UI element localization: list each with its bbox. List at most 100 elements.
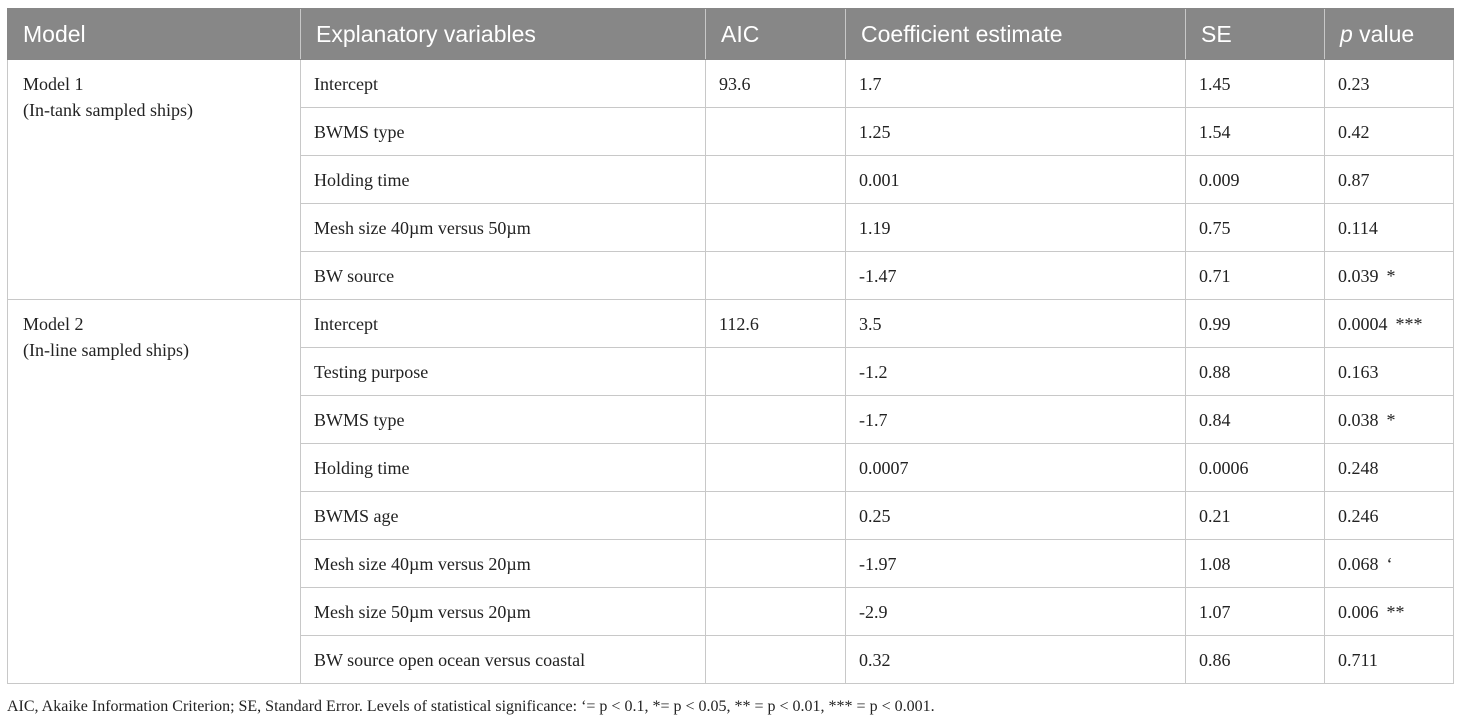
p-value: 0.038	[1338, 409, 1379, 430]
table-row: Model 1 (In-tank sampled ships) Intercept 9…	[7, 59, 1454, 300]
p-value-cell: 0.246	[1324, 491, 1454, 540]
coefficient-cell: 0.0007	[845, 443, 1186, 492]
coefficient-cell: 0.32	[845, 635, 1186, 684]
p-value-cell: 0.068 ‘	[1324, 539, 1454, 588]
aic-cell	[705, 203, 846, 252]
explanatory-variable-cell: Mesh size 40µm versus 20µm	[300, 539, 706, 588]
table-footnote: AIC, Akaike Information Criterion; SE, S…	[7, 698, 935, 715]
coefficient-cell: -2.9	[845, 587, 1186, 636]
p-value-cell: 0.114	[1324, 203, 1454, 252]
model-name: Model 2	[23, 314, 84, 334]
header-se: SE	[1185, 8, 1325, 60]
aic-cell	[705, 539, 846, 588]
se-cell: 0.88	[1185, 347, 1325, 396]
table-body: Model 1 (In-tank sampled ships) Intercept 9…	[7, 59, 1454, 684]
model-label-cell: Model 2 (In-line sampled ships)	[7, 299, 301, 684]
table-row: Model 2 (In-line sampled ships) Intercept 1…	[7, 299, 1454, 684]
p-value: 0.0004	[1338, 313, 1388, 334]
explanatory-variable-cell: Intercept	[300, 299, 706, 348]
aic-cell	[705, 347, 846, 396]
aic-cell	[705, 491, 846, 540]
aic-cell	[705, 443, 846, 492]
aic-cell	[705, 251, 846, 300]
se-cell: 0.0006	[1185, 443, 1325, 492]
explanatory-variable-cell: Mesh size 50µm versus 20µm	[300, 587, 706, 636]
explanatory-variable-cell: Holding time	[300, 443, 706, 492]
p-value-cell: 0.039 *	[1324, 251, 1454, 300]
p-value-cell: 0.163	[1324, 347, 1454, 396]
header-row: Model Explanatory variables AIC Coeffici…	[7, 8, 1454, 60]
table-row: BWMS age 0.25 0.21 0.246	[8, 491, 1454, 540]
p-value-cell: 0.87	[1324, 155, 1454, 204]
model-name: Model 1	[23, 74, 84, 94]
p-value-cell: 0.23	[1324, 59, 1454, 108]
table-row: BW source open ocean versus coastal 0.32 0…	[8, 635, 1454, 684]
p-value: 0.114	[1338, 217, 1378, 238]
significance-marker: **	[1386, 601, 1405, 622]
aic-cell: 112.6	[705, 299, 846, 348]
explanatory-variable-cell: BW source	[300, 251, 706, 300]
coefficient-cell: 1.19	[845, 203, 1186, 252]
p-value-cell: 0.038 *	[1324, 395, 1454, 444]
p-value-cell: 0.0004 ***	[1324, 299, 1454, 348]
aic-cell	[705, 395, 846, 444]
se-cell: 0.21	[1185, 491, 1325, 540]
header-coefficient-estimate: Coefficient estimate	[845, 8, 1186, 60]
p-value: 0.246	[1338, 505, 1379, 526]
coefficient-cell: 3.5	[845, 299, 1186, 348]
coefficient-cell: 1.25	[845, 107, 1186, 156]
model-sampling-description: (In-line sampled ships)	[23, 340, 189, 360]
aic-cell	[705, 107, 846, 156]
aic-cell	[705, 155, 846, 204]
model-sampling-description: (In-tank sampled ships)	[23, 100, 193, 120]
aic-cell	[705, 587, 846, 636]
header-model: Model	[7, 8, 301, 60]
explanatory-variable-cell: Mesh size 40µm versus 50µm	[300, 203, 706, 252]
p-value-cell: 0.248	[1324, 443, 1454, 492]
p-value-cell: 0.711	[1324, 635, 1454, 684]
p-value-cell: 0.42	[1324, 107, 1454, 156]
se-cell: 0.75	[1185, 203, 1325, 252]
regression-table: Model Explanatory variables AIC Coeffici…	[7, 8, 1454, 684]
aic-cell: 93.6	[705, 59, 846, 108]
p-value: 0.163	[1338, 361, 1379, 382]
significance-marker: *	[1386, 265, 1396, 286]
se-cell: 1.07	[1185, 587, 1325, 636]
p-value: 0.711	[1338, 649, 1378, 670]
table-row: Holding time 0.001 0.009 0.87	[8, 155, 1454, 204]
explanatory-variable-cell: BWMS type	[300, 395, 706, 444]
model-label-cell: Model 1 (In-tank sampled ships)	[7, 59, 301, 300]
coefficient-cell: -1.97	[845, 539, 1186, 588]
se-cell: 0.71	[1185, 251, 1325, 300]
header-explanatory-variables: Explanatory variables	[300, 8, 706, 60]
aic-cell	[705, 635, 846, 684]
table-row: BW source -1.47 0.71 0.039 *	[8, 251, 1454, 300]
explanatory-variable-cell: BWMS age	[300, 491, 706, 540]
coefficient-cell: -1.47	[845, 251, 1186, 300]
significance-marker: ‘	[1386, 553, 1393, 574]
header-value-word: value	[1352, 20, 1415, 47]
explanatory-variable-cell: BW source open ocean versus coastal	[300, 635, 706, 684]
table-header: Model Explanatory variables AIC Coeffici…	[7, 8, 1454, 60]
explanatory-variable-cell: BWMS type	[300, 107, 706, 156]
significance-marker: ***	[1395, 313, 1423, 334]
p-value: 0.006	[1338, 601, 1379, 622]
coefficient-cell: 1.7	[845, 59, 1186, 108]
table-row: BWMS type -1.7 0.84 0.038 *	[8, 395, 1454, 444]
se-cell: 0.99	[1185, 299, 1325, 348]
table-row: Mesh size 40µm versus 20µm -1.97 1.08 0.068…	[8, 539, 1454, 588]
coefficient-cell: 0.25	[845, 491, 1186, 540]
header-p-value: p value	[1324, 8, 1454, 60]
se-cell: 0.84	[1185, 395, 1325, 444]
table-row: Mesh size 40µm versus 50µm 1.19 0.75 0.114	[8, 203, 1454, 252]
explanatory-variable-cell: Intercept	[300, 59, 706, 108]
table-row: Testing purpose -1.2 0.88 0.163	[8, 347, 1454, 396]
p-value-cell: 0.006 **	[1324, 587, 1454, 636]
se-cell: 0.86	[1185, 635, 1325, 684]
explanatory-variable-cell: Holding time	[300, 155, 706, 204]
coefficient-cell: -1.2	[845, 347, 1186, 396]
coefficient-cell: -1.7	[845, 395, 1186, 444]
p-value: 0.23	[1338, 73, 1370, 94]
significance-marker: *	[1386, 409, 1396, 430]
se-cell: 0.009	[1185, 155, 1325, 204]
